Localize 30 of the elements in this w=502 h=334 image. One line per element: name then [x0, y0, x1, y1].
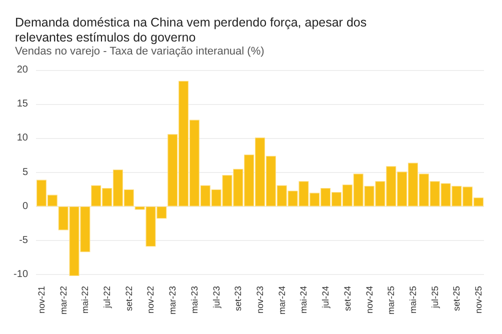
- x-tick-label: mai-25: [408, 286, 418, 314]
- y-tick-label: -10: [14, 269, 28, 280]
- y-tick-label: 5: [22, 166, 28, 178]
- y-tick-label: 10: [16, 132, 28, 144]
- y-tick-label: 20: [16, 64, 28, 76]
- y-tick-label: -5: [19, 234, 28, 246]
- x-tick-label: set-25: [452, 286, 462, 312]
- y-tick-label: 0: [22, 200, 28, 212]
- y-tick-label: 15: [16, 98, 28, 110]
- x-tick-label: set-22: [124, 286, 134, 312]
- chart-subtitle: Vendas no varejo - Taxa de variação interanual (%): [15, 46, 264, 58]
- chart-title: Demanda doméstica na China vem perdendo força, apesar dos relevantes estímulos do governo: [15, 16, 367, 44]
- x-tick-label: nov-24: [364, 286, 374, 314]
- x-tick-label: mai-22: [80, 286, 90, 314]
- x-tick-label: jul-24: [320, 286, 331, 310]
- x-tick-label: mar-23: [168, 286, 178, 315]
- x-tick-label: nov-21: [36, 286, 46, 314]
- x-tick-label: jul-25: [430, 286, 440, 310]
- x-tick-label: jul-22: [102, 286, 112, 310]
- x-tick-label: mar-22: [58, 286, 68, 315]
- x-tick-label: mar-25: [386, 286, 396, 315]
- x-tick-label: nov-22: [146, 286, 156, 314]
- x-tick-label: mai-24: [298, 286, 309, 314]
- x-tick-label: jul-23: [211, 286, 222, 310]
- x-tick-label: set-23: [233, 286, 244, 312]
- x-tick-label: set-24: [342, 286, 352, 312]
- x-tick-label: mai-23: [189, 286, 200, 314]
- x-tick-label: mar-24: [276, 286, 287, 315]
- x-tick-label: nov-23: [255, 286, 265, 314]
- x-tick-label: nov-25: [474, 286, 484, 314]
